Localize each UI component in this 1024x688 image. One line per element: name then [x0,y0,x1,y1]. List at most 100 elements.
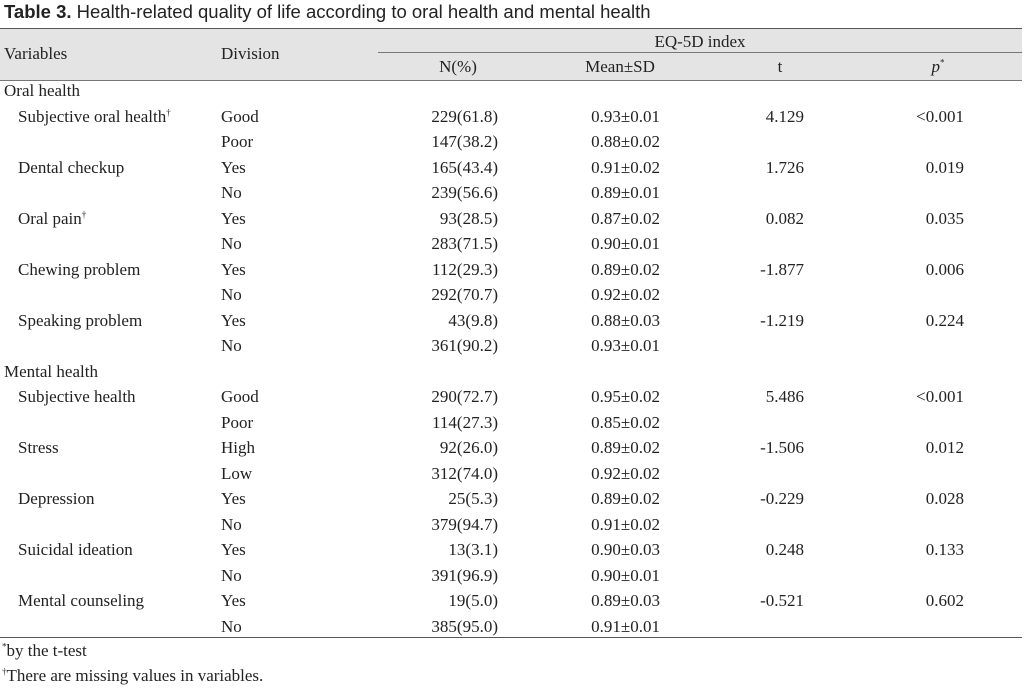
cell-n: 13(3.1) [448,540,498,559]
cell-mean: 0.93±0.01 [591,336,660,355]
cell-mean: 0.89±0.02 [591,489,660,508]
cell-division: No [221,183,242,202]
cell-p: 0.012 [925,438,964,457]
header-mean: Mean±SD [585,57,655,76]
cell-n: 290(72.7) [431,387,498,406]
cell-mean: 0.90±0.01 [591,234,660,253]
variable-label: Oral pain [18,208,82,228]
cell-division: Low [221,463,253,483]
variable-name: Dental checkup [18,158,124,178]
cell-p: 0.224 [925,310,964,330]
variable-mark: † [166,106,171,117]
cell-mean: 0.90±0.01 [591,565,660,585]
cell-n: 391(96.9) [431,565,498,585]
footnote-text: by the t-test [6,641,87,660]
cell-division: Good [221,387,259,406]
header-band [0,28,1022,81]
cell-t: -1.877 [760,259,804,279]
cell-n: 385(95.0) [431,616,498,636]
cell-t: 5.486 [765,387,804,406]
cell-mean: 0.90±0.03 [591,540,660,559]
cell-division: Yes [221,157,246,177]
footnote-mark: † [2,666,7,677]
cell-n: 19(5.0) [448,591,498,610]
cell-n: 283(71.5) [431,234,498,253]
variable-mark: † [81,208,87,219]
section-title: Mental health [4,361,98,381]
cell-division: Poor [221,412,254,432]
variable-label: Subjective health [18,387,136,406]
cell-n: 43(9.8) [448,310,498,330]
cell-t: -1.219 [760,310,804,330]
cell-division: No [221,336,242,355]
cell-mean: 0.93±0.01 [591,106,660,126]
cell-n: 379(94.7) [431,514,498,534]
variable-label: Depression [18,489,95,508]
cell-division: Yes [221,310,246,330]
header-p-label: p [931,57,941,76]
cell-mean: 0.91±0.02 [591,514,660,534]
variable-name: Depression [18,489,94,509]
cell-n: 229(61.8) [431,106,498,126]
variable-label: Mental counseling [18,591,145,610]
cell-n: 361(90.2) [431,336,498,355]
variable-label: Stress [18,438,59,457]
cell-mean: 0.89±0.03 [591,591,660,610]
cell-t: -1.506 [760,438,804,457]
cell-t: -0.229 [760,489,804,508]
cell-division: Poor [221,132,254,151]
table-bottom-rule [0,637,1022,638]
cell-p: 0.602 [925,591,964,610]
cell-mean: 0.91±0.02 [591,157,660,177]
cell-t: 4.129 [765,106,804,126]
variable-name: Chewing problem [18,260,140,280]
cell-n: 165(43.4) [431,157,498,177]
cell-division: No [221,565,242,585]
variable-label: Subjective oral health [18,106,167,126]
cell-p: 0.035 [925,208,964,228]
cell-n: 147(38.2) [431,132,498,151]
variable-name: Suicidal ideation [18,540,133,560]
table-caption: Table 3. Health-related quality of life … [4,0,651,26]
header-n: N(%) [439,57,477,76]
cell-division: No [221,234,242,253]
cell-mean: 0.85±0.02 [591,412,660,432]
cell-p: 0.019 [925,157,964,177]
cell-division: No [221,285,242,304]
cell-n: 239(56.6) [431,183,498,202]
cell-n: 92(26.0) [439,438,498,457]
cell-division: High [221,438,255,457]
cell-mean: 0.91±0.01 [591,616,660,636]
variable-name: Stress [18,438,59,458]
cell-p: <0.001 [916,387,964,406]
cell-p: 0.028 [925,489,964,508]
cell-division: Yes [221,591,246,610]
cell-t: 1.726 [765,157,804,177]
caption-text: Health-related quality of life according… [71,1,651,22]
variable-name: Mental counseling [18,591,144,611]
cell-n: 112(29.3) [432,259,498,279]
cell-t: 0.082 [765,208,804,228]
caption-label: Table 3. [4,1,72,22]
header-p-mark: * [940,57,945,68]
cell-division: Good [221,106,259,126]
variable-label: Speaking problem [18,310,143,330]
cell-t: -0.521 [760,591,804,610]
cell-mean: 0.88±0.03 [591,310,660,330]
cell-n: 25(5.3) [448,489,498,508]
cell-division: No [221,616,242,636]
variable-name: Subjective health [18,387,136,407]
cell-division: Yes [221,540,246,559]
variable-label: Chewing problem [18,259,141,279]
cell-p: <0.001 [916,106,964,126]
cell-n: 312(74.0) [431,463,498,483]
cell-p: 0.133 [925,540,964,559]
cell-mean: 0.87±0.02 [591,208,660,228]
cell-n: 114(27.3) [432,412,498,432]
cell-mean: 0.89±0.01 [591,183,660,202]
cell-n: 93(28.5) [439,208,498,228]
variable-name: Subjective oral health† [18,107,171,127]
cell-division: No [221,514,242,534]
section-title: Oral health [4,81,80,100]
